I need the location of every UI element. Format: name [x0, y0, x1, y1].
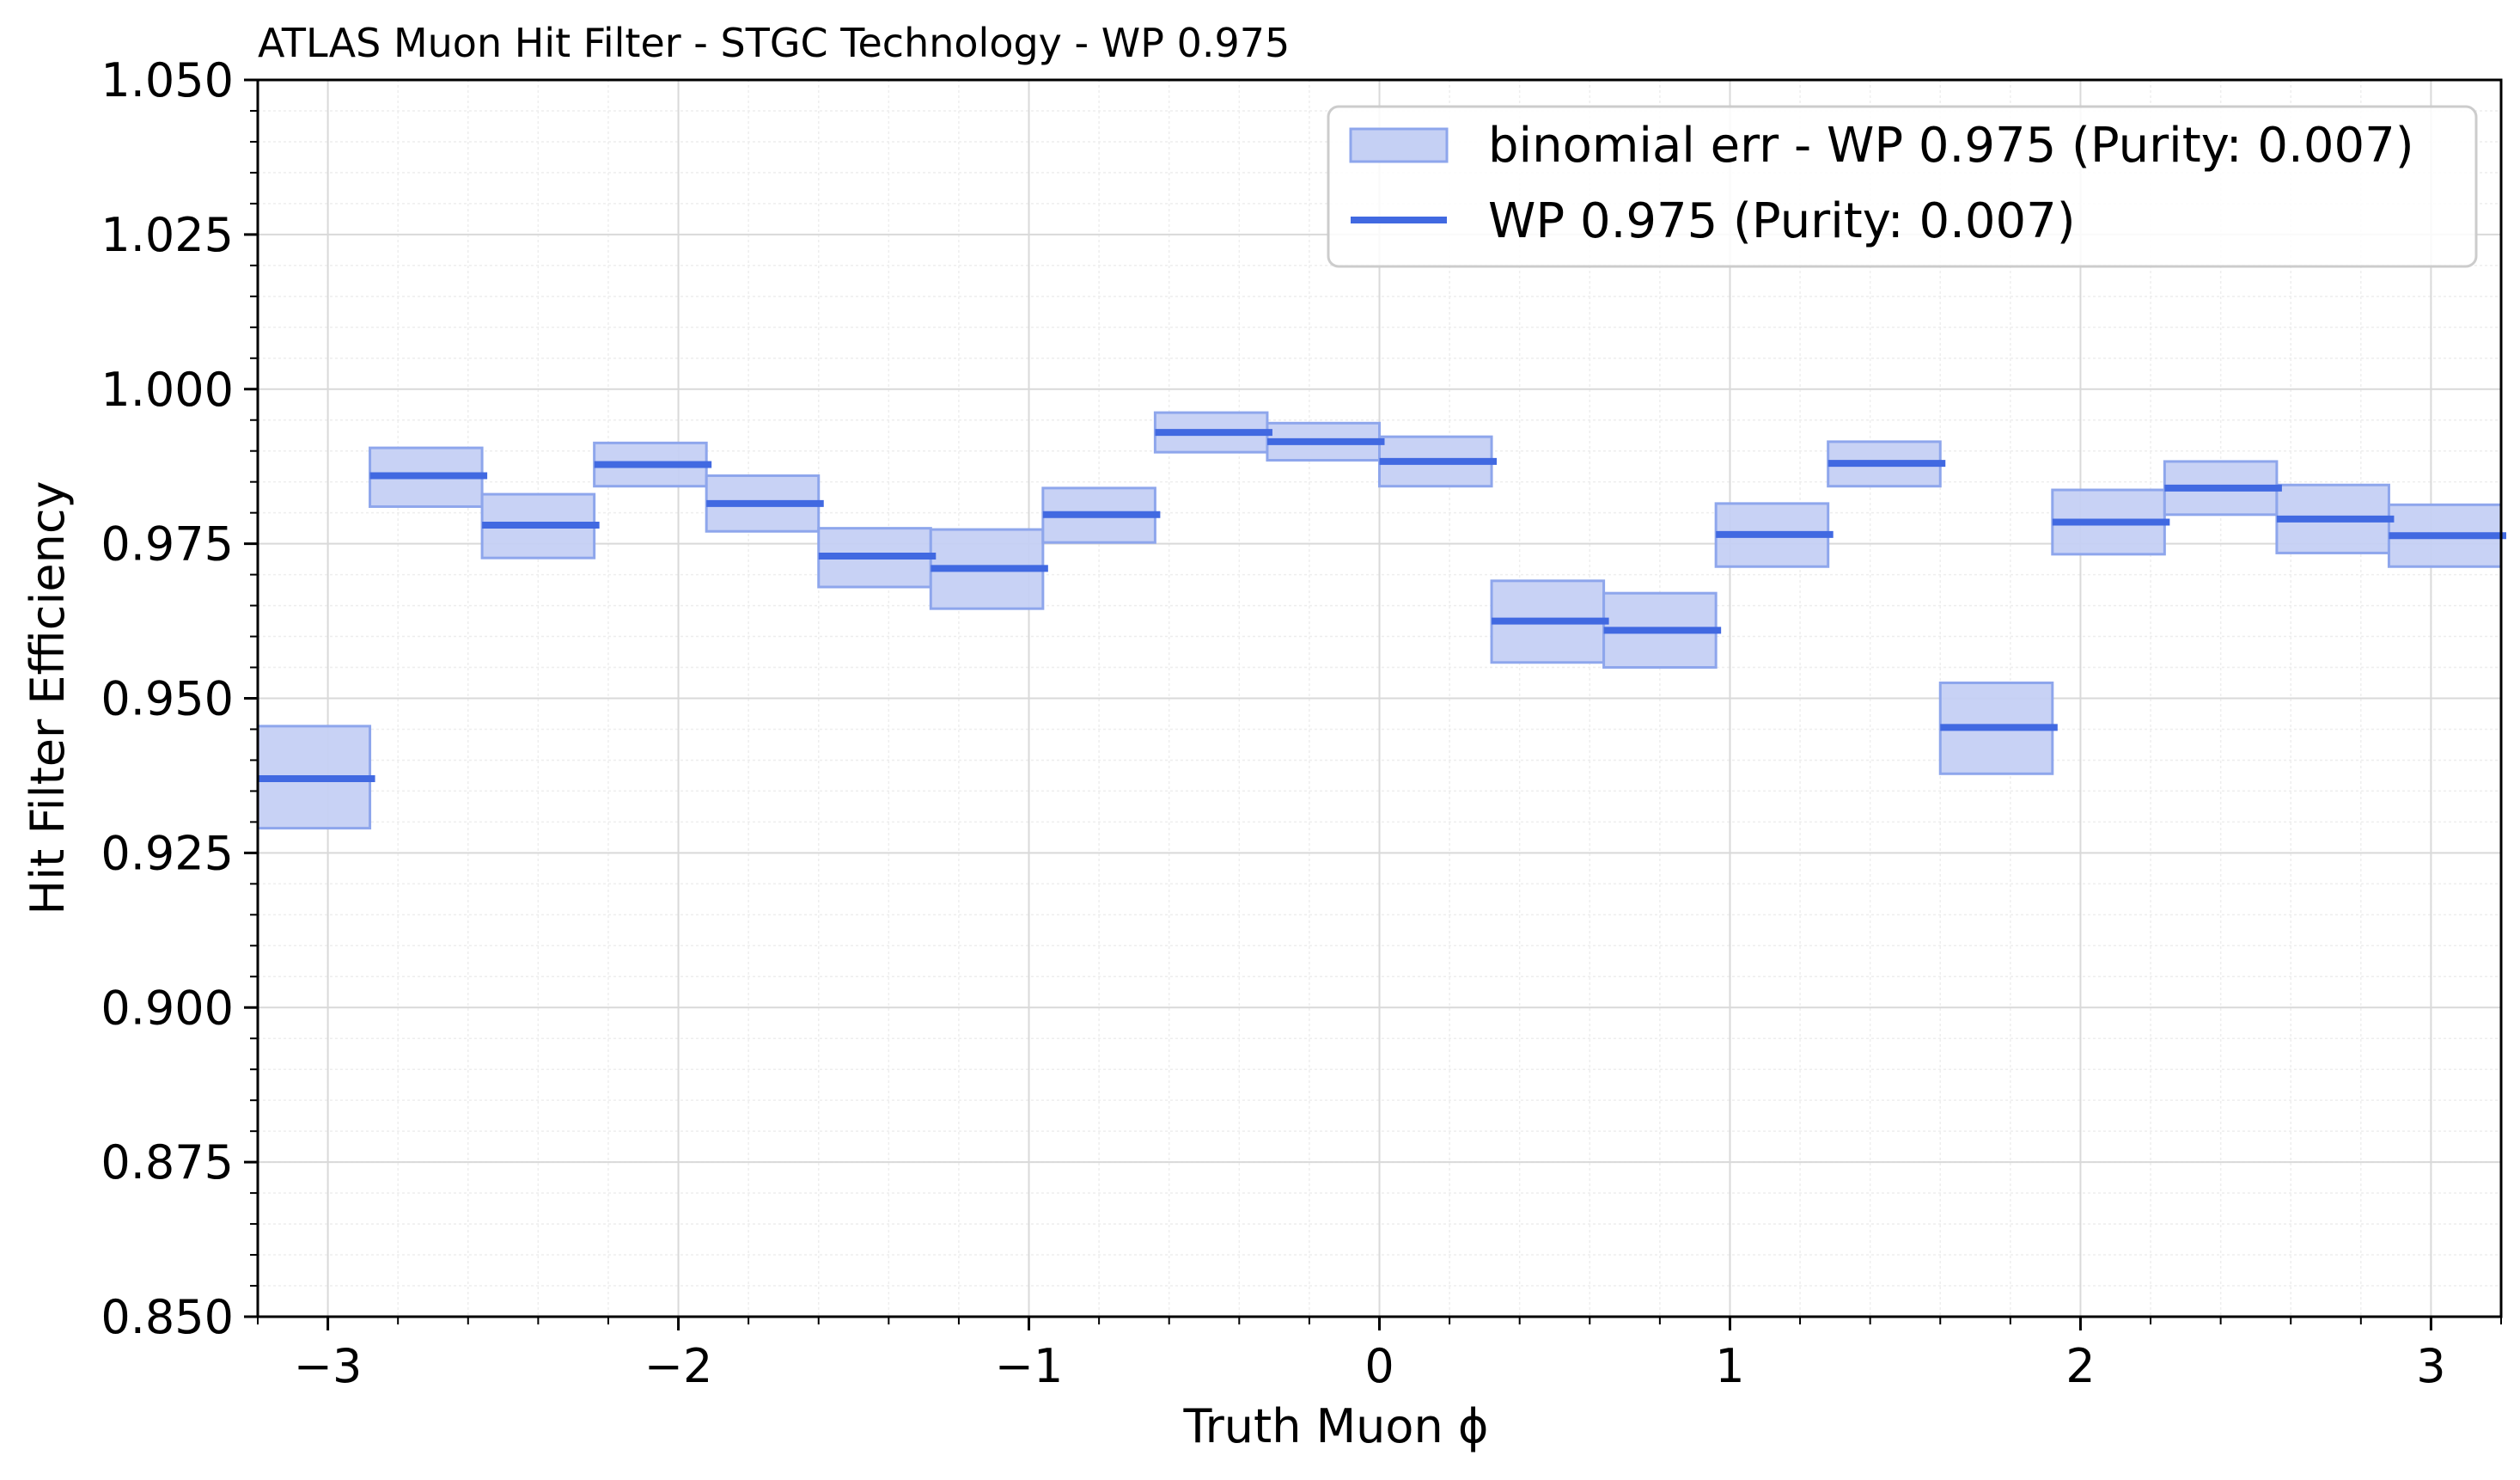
- y-tick-label: 1.050: [101, 53, 234, 107]
- y-tick-label: 1.025: [101, 208, 234, 262]
- legend-band-swatch: [1349, 127, 1449, 163]
- x-tick-label: 0: [1364, 1339, 1394, 1393]
- y-tick-label: 0.875: [101, 1135, 234, 1190]
- chart-title: ATLAS Muon Hit Filter - STGC Technology …: [258, 20, 1290, 66]
- x-tick-label: −3: [294, 1339, 363, 1393]
- y-tick-label: 0.850: [101, 1290, 234, 1344]
- y-axis-label: Hit Filter Efficiency: [21, 481, 75, 915]
- axis-ticks: [244, 78, 2502, 1330]
- x-axis-label: Truth Muon ϕ: [1183, 1399, 1489, 1453]
- y-tick-label: 0.900: [101, 981, 234, 1035]
- legend-line-label: WP 0.975 (Purity: 0.007): [1488, 193, 2076, 249]
- legend-box: [1327, 105, 2478, 268]
- x-tick-label: 2: [2065, 1339, 2095, 1393]
- x-tick-label: 1: [1715, 1339, 1744, 1393]
- axis-tick-labels: 0.850 0.875 0.900 0.925 0.950 0.975 1.000 1.025…: [101, 53, 2445, 1393]
- y-tick-label: 0.925: [101, 826, 234, 880]
- x-tick-label: −1: [995, 1339, 1064, 1393]
- y-tick-label: 1.000: [101, 363, 234, 417]
- x-tick-label: 3: [2416, 1339, 2445, 1393]
- legend: binomial err - WP 0.975 (Purity: 0.007) …: [1327, 105, 2478, 268]
- y-tick-label: 0.975: [101, 517, 234, 572]
- efficiency-lines: [258, 429, 2506, 783]
- x-tick-label: −2: [644, 1339, 713, 1393]
- legend-band-label: binomial err - WP 0.975 (Purity: 0.007): [1488, 118, 2414, 174]
- y-tick-label: 0.950: [101, 672, 234, 726]
